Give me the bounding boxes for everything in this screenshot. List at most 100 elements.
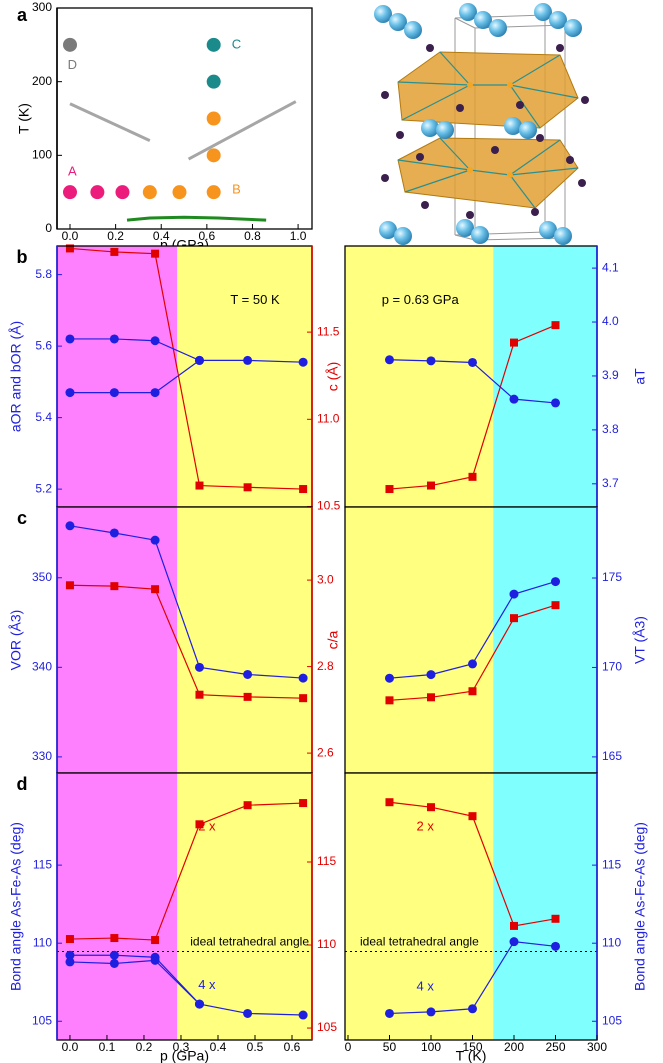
as-atom [381, 91, 389, 99]
annotation: 2 x [417, 819, 435, 834]
data-marker [385, 798, 394, 807]
data-marker [65, 935, 74, 944]
x-tick-label: 250 [545, 1040, 565, 1054]
phase-boundary [126, 215, 267, 222]
y2-tick-label: 11.0 [317, 411, 340, 425]
data-marker [206, 111, 221, 126]
fe-atom [467, 82, 473, 88]
y2-axis-title: Bond angle As-Fe-As (deg) [632, 822, 648, 991]
data-marker [109, 388, 119, 398]
annotation: A [68, 164, 77, 179]
series-line [69, 525, 304, 679]
y2-tick-label: 115 [602, 857, 621, 871]
y-tick-label: 5.2 [35, 481, 52, 495]
ca-atom [549, 11, 567, 29]
y2-tick-label: 11.5 [317, 324, 340, 338]
annotation: D [68, 57, 77, 72]
data-marker [385, 696, 394, 705]
x-tick-label: 0.0 [62, 229, 79, 243]
data-marker [384, 1008, 394, 1018]
data-marker [243, 355, 253, 365]
data-marker [109, 958, 119, 968]
data-marker [150, 535, 160, 545]
bond [509, 84, 541, 129]
as-atom [578, 179, 586, 187]
series-line [69, 359, 200, 394]
data-marker [243, 1008, 253, 1018]
phase-boundary [187, 100, 297, 161]
x-axis-title: p (GPa) [160, 1048, 209, 1063]
data-marker [65, 581, 74, 590]
as-atom [416, 153, 424, 161]
bond [439, 51, 471, 86]
annotation: 2 x [198, 819, 216, 834]
data-marker [426, 693, 435, 702]
data-marker [426, 670, 436, 680]
data-marker [509, 394, 519, 404]
y-tick-label: 105 [32, 1013, 52, 1027]
y-tick-label: 300 [32, 0, 52, 14]
x-tick-label: 0.4 [153, 229, 170, 243]
series-line [69, 338, 304, 363]
data-marker [243, 692, 252, 701]
x-tick-label: 150 [462, 1040, 482, 1054]
data-marker [65, 244, 74, 253]
y2-tick-label: 170 [602, 660, 622, 674]
data-marker [509, 338, 518, 347]
bond [404, 169, 471, 193]
y2-tick-label: 115 [317, 854, 336, 868]
data-marker [426, 356, 436, 366]
y2-tick-label: 10.5 [317, 499, 341, 513]
ca-atom [474, 11, 492, 29]
as-atom [426, 44, 434, 52]
data-marker [206, 74, 221, 89]
data-marker [551, 914, 560, 923]
x-tick-label: 300 [587, 1040, 607, 1054]
ca-atom [459, 3, 477, 21]
data-marker [151, 936, 160, 945]
ca-atom [554, 227, 572, 245]
ca-atom [504, 117, 522, 135]
data-marker [298, 1010, 308, 1020]
data-marker [63, 185, 78, 200]
tetrahedra-layer [397, 137, 579, 209]
as-atom [456, 104, 464, 112]
bond [401, 84, 471, 121]
bond [509, 139, 561, 176]
data-marker [195, 820, 204, 829]
shaded-region [345, 507, 494, 773]
annotation: 4 x [417, 978, 435, 993]
y-tick-label: 0 [45, 221, 52, 235]
cell-edge [454, 234, 476, 241]
data-marker [243, 483, 252, 492]
data-marker [299, 485, 308, 494]
ca-atom [534, 3, 552, 21]
as-atom [556, 44, 564, 52]
data-marker [65, 388, 75, 398]
data-marker [65, 334, 75, 344]
y-tick-label: 330 [32, 749, 52, 763]
data-marker [298, 673, 308, 683]
shaded-region [493, 773, 597, 1040]
y-tick-label: 110 [33, 935, 52, 949]
x-tick-label: 0.3 [173, 1040, 190, 1054]
ca-atom [421, 119, 439, 137]
y2-tick-label: 165 [602, 749, 622, 763]
y2-tick-label: 3.0 [317, 572, 334, 586]
x-tick-label: 0.5 [247, 1040, 264, 1054]
data-marker [90, 185, 105, 200]
as-atom [381, 174, 389, 182]
data-marker [65, 950, 75, 960]
ca-atom [374, 5, 392, 23]
data-marker [194, 355, 204, 365]
bond [439, 137, 471, 171]
x-tick-label: 100 [421, 1040, 441, 1054]
annotation: C [232, 36, 241, 51]
bond [509, 174, 536, 209]
y-axis-title: aOR and bOR (Å) [8, 321, 24, 432]
x-tick-label: 0.4 [210, 1040, 227, 1054]
data-marker [206, 37, 221, 52]
phase-boundary [69, 102, 151, 142]
as-atom [531, 208, 539, 216]
